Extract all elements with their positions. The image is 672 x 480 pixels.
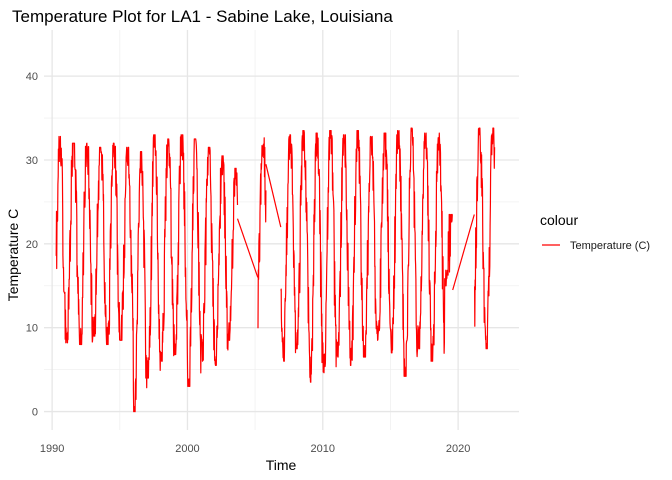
- x-axis-title: Time: [266, 457, 297, 473]
- temperature-line-segment: [55, 134, 239, 413]
- plot-grid: [44, 30, 519, 430]
- axis-ticks: 1990 2000 2010 2020 0 10 20 30 40: [26, 71, 471, 455]
- x-tick-label: 1990: [40, 443, 64, 455]
- x-tick-label: 2000: [175, 443, 199, 455]
- legend: colour Temperature (C): [540, 212, 650, 252]
- y-tick-label: 10: [26, 323, 38, 335]
- temperature-series: [55, 127, 496, 413]
- temperature-line-segment: [257, 137, 267, 329]
- y-tick-label: 0: [32, 407, 38, 419]
- y-tick-label: 20: [26, 239, 38, 251]
- temperature-line-segment: [474, 127, 496, 350]
- legend-title: colour: [540, 212, 578, 228]
- gap-connector: [452, 214, 475, 291]
- gap-connector: [265, 164, 282, 228]
- y-tick-label: 40: [26, 71, 38, 83]
- x-tick-label: 2010: [311, 443, 335, 455]
- temperature-line-segment: [280, 127, 453, 383]
- gap-connector: [236, 218, 259, 278]
- y-axis-title: Temperature C: [5, 209, 21, 302]
- x-tick-label: 2020: [446, 443, 470, 455]
- legend-label: Temperature (C): [570, 240, 650, 252]
- y-tick-label: 30: [26, 155, 38, 167]
- chart-title: Temperature Plot for LA1 - Sabine Lake, …: [12, 7, 393, 26]
